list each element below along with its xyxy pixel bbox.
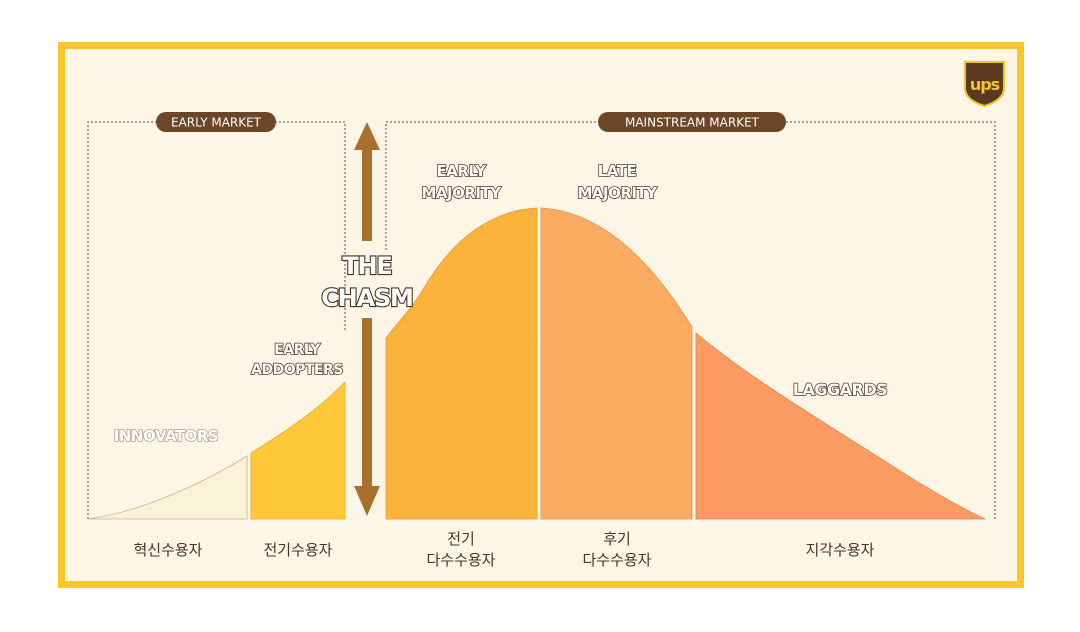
laggards-label: LAGGARDS [793, 380, 887, 399]
mainstream-market-label: MAINSTREAM MARKET [625, 116, 760, 130]
mainstream-market-pill [598, 112, 786, 132]
early-market-bracket: EARLY MARKET [87, 112, 346, 519]
early-majority-kr-label-line1: 전기 [447, 530, 475, 548]
mainstream-market-bracket: MAINSTREAM MARKET [385, 112, 996, 519]
ups-logo: ups [964, 61, 1005, 108]
arrow-up-icon [354, 122, 380, 150]
chasm-arrow [354, 122, 380, 516]
chasm-label-line2: CHASM [321, 284, 412, 312]
late-majority-segment [540, 207, 693, 520]
early-majority-label-line1: EARLY [437, 162, 488, 180]
shield-icon [964, 61, 1005, 108]
ups-logo-text: ups [970, 75, 1000, 94]
innovators-kr-label: 혁신수용자 [133, 541, 202, 559]
early-majority-segment [385, 207, 538, 520]
arrow-shaft-top [362, 149, 372, 241]
early-adopters-segment [250, 381, 346, 520]
laggards-kr-label: 지각수용자 [805, 541, 874, 559]
innovators-label: INNOVATORS [114, 427, 218, 445]
innovators-segment [87, 455, 248, 520]
late-majority-kr-label-line2: 다수수용자 [582, 551, 651, 569]
early-market-label: EARLY MARKET [171, 116, 262, 130]
late-majority-label-line2: MAJORITY [577, 184, 658, 202]
arrow-down-icon [354, 486, 380, 516]
early-adopters-label-line2: ADDOPTERS [251, 362, 343, 378]
late-majority-kr-label-line1: 후기 [603, 530, 631, 548]
early-market-pill [156, 112, 276, 132]
chasm-label-line1: THE [342, 252, 391, 280]
early-majority-label-line2: MAJORITY [421, 184, 502, 202]
early-majority-kr-label-line2: 다수수용자 [426, 551, 495, 569]
arrow-shaft-bottom [362, 318, 372, 488]
laggards-segment [695, 332, 986, 520]
early-adopters-label-line1: EARLY [274, 342, 321, 358]
early-adopters-kr-label: 전기수용자 [263, 541, 332, 559]
late-majority-label-line1: LATE [598, 162, 637, 180]
